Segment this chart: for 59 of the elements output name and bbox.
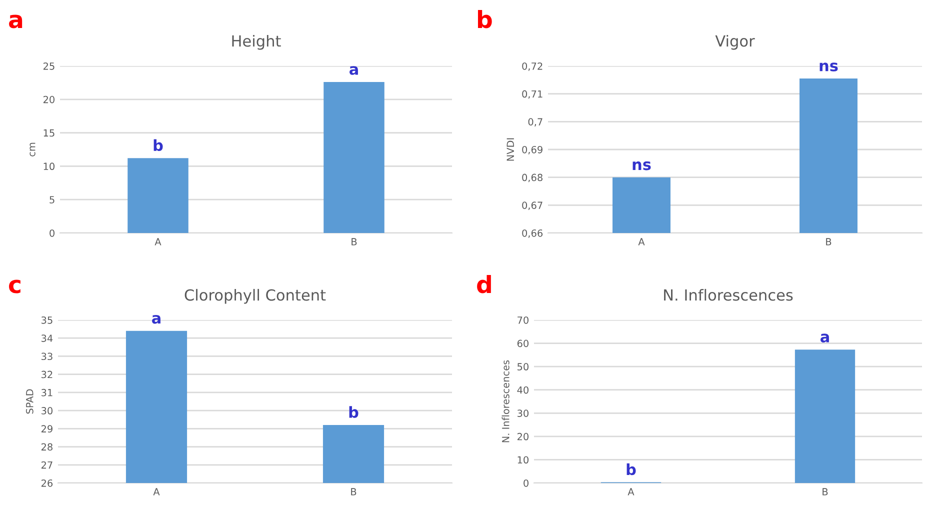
- y-tick-label: 33: [42, 352, 52, 360]
- y-tick-label: 40: [517, 386, 528, 394]
- y-tick-label: 0,71: [522, 90, 542, 99]
- y-tick-label: 10: [44, 162, 54, 170]
- text: c: [9, 280, 20, 294]
- y-axis-title: N. Inflorescences: [502, 360, 510, 442]
- y-tick-label: 0,72: [522, 62, 542, 71]
- y-tick-label: 5: [50, 196, 54, 204]
- x-tick-label: A: [153, 488, 160, 496]
- text: a: [9, 14, 22, 28]
- y-tick-label: 30: [518, 410, 528, 417]
- y-axis-title: NVDI: [506, 138, 514, 161]
- y-tick-label: 70: [518, 316, 528, 324]
- y-tick-label: 0,69: [522, 146, 542, 154]
- x-tick-label: B: [822, 488, 828, 496]
- y-axis-title: SPAD: [26, 389, 34, 414]
- chart-title: Height: [232, 34, 281, 50]
- y-tick-label: 34: [42, 334, 53, 342]
- annotation: b: [349, 406, 358, 418]
- annotation: b: [626, 463, 636, 476]
- y-tick-label: 0,67: [522, 202, 542, 210]
- y-tick-label: 20: [517, 432, 528, 440]
- annotation: a: [350, 66, 358, 75]
- annotation: ns: [820, 62, 838, 72]
- x-tick-label: B: [352, 238, 357, 246]
- text: b: [478, 10, 492, 28]
- y-tick-label: 0,68: [522, 174, 542, 182]
- x-tick-label: A: [154, 238, 162, 246]
- y-tick-label: 0,66: [522, 229, 543, 238]
- y-tick-label: 26: [41, 479, 53, 487]
- chart-title: Clorophyll Content: [184, 288, 326, 304]
- y-tick-label: 20: [43, 96, 54, 104]
- y-tick-label: 29: [41, 425, 52, 432]
- annotation: ns: [632, 161, 651, 170]
- x-tick-label: B: [351, 488, 356, 496]
- y-tick-label: 32: [42, 370, 52, 378]
- y-tick-label: 27: [41, 461, 52, 469]
- y-tick-label: 50: [518, 363, 528, 370]
- chart-title: N. Inflorescences: [664, 288, 793, 301]
- y-tick-label: 0: [524, 479, 528, 487]
- y-tick-label: 10: [518, 456, 528, 464]
- chart-title: Vigor: [715, 34, 755, 50]
- y-tick-label: 15: [44, 129, 54, 137]
- y-tick-label: 35: [42, 316, 52, 324]
- annotation: b: [154, 139, 163, 152]
- y-tick-label: 60: [517, 340, 528, 348]
- text: d: [477, 275, 491, 294]
- annotation: a: [152, 314, 160, 324]
- y-tick-label: 31: [42, 388, 52, 396]
- x-tick-label: A: [638, 238, 645, 246]
- x-tick-label: B: [826, 238, 832, 246]
- y-tick-label: 0: [50, 229, 54, 237]
- x-tick-label: A: [628, 488, 634, 496]
- y-axis-title: cm: [30, 142, 36, 156]
- y-tick-label: 30: [42, 407, 52, 414]
- annotation: a: [820, 334, 829, 342]
- y-tick-label: 25: [43, 62, 54, 70]
- y-tick-label: 0,7: [528, 118, 542, 126]
- y-tick-label: 28: [41, 443, 52, 451]
